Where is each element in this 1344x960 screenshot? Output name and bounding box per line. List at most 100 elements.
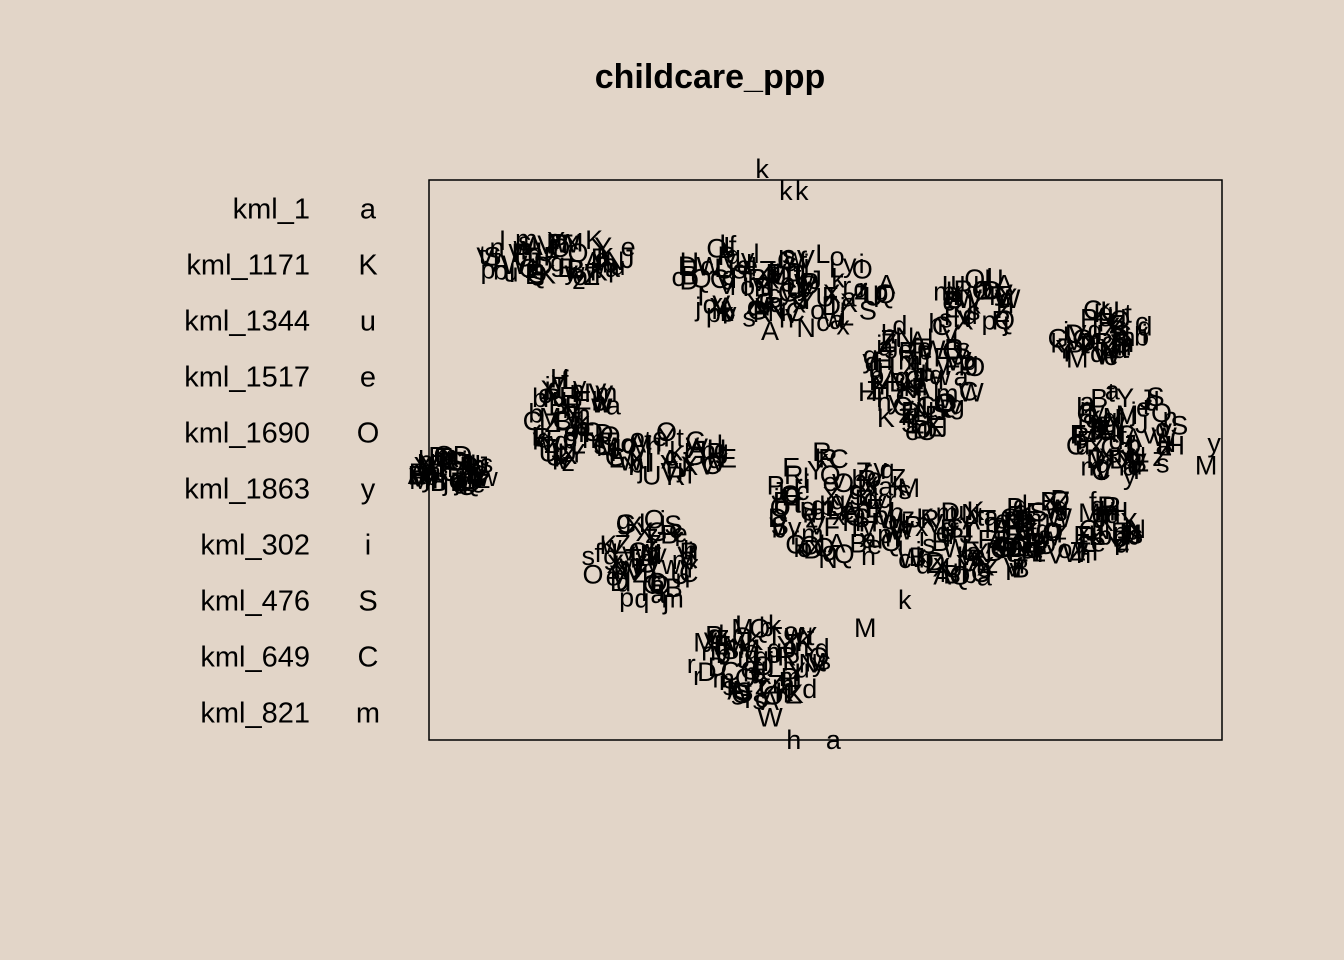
point-label: H [873, 346, 893, 376]
point-label: A [995, 269, 1013, 299]
point-label: z [898, 399, 912, 429]
point-label: D [786, 258, 806, 288]
point-label: D [594, 419, 614, 449]
point-label: J [1087, 443, 1101, 473]
point-label: N [799, 648, 819, 678]
point-label: J [959, 519, 973, 549]
point-label: c [700, 251, 714, 281]
point-label: A [661, 445, 679, 475]
point-label: W [889, 516, 915, 546]
point-label: V [1068, 319, 1086, 349]
point-label: t [479, 240, 487, 270]
point-label: O [549, 233, 570, 263]
point-label: R [818, 443, 838, 473]
point-label: Y [799, 622, 817, 652]
point-label: X [822, 481, 840, 511]
point-label: p [706, 298, 721, 328]
point-label: D [1086, 444, 1106, 474]
point-label: D [940, 497, 960, 527]
point-label: m [898, 345, 921, 375]
legend-symbol: m [355, 697, 381, 730]
point-label: X [1096, 507, 1114, 537]
point-label: h [1076, 539, 1091, 569]
point-label: Z [1054, 486, 1071, 516]
point-label: K [877, 403, 895, 433]
point-label: B [566, 254, 584, 284]
point-label: s [967, 296, 981, 326]
point-label: P [1080, 304, 1098, 334]
point-label: C [679, 558, 699, 588]
point-label: m [1003, 502, 1026, 532]
point-label: V [925, 509, 943, 539]
point-label: D [610, 567, 630, 597]
point-label: p [619, 582, 634, 612]
point-label: Y [660, 450, 678, 480]
point-label: O [770, 261, 791, 291]
point-label: m [801, 519, 824, 549]
point-label: V [1129, 448, 1147, 478]
point-label: X [606, 549, 624, 579]
point-label: J [914, 393, 928, 423]
point-label: U [462, 450, 482, 480]
point-label: j [1130, 397, 1137, 427]
point-label: O [1000, 503, 1021, 533]
point-label: r [1078, 404, 1087, 434]
point-label: S [735, 677, 753, 707]
point-label: Z [758, 255, 775, 285]
point-label: r [842, 271, 851, 301]
point-label: p [877, 519, 892, 549]
point-label: j [1005, 510, 1012, 540]
point-label: j [801, 279, 808, 309]
point-label: f [561, 365, 569, 395]
point-label: m [772, 670, 795, 700]
point-label: p [1008, 531, 1023, 561]
point-label: b [629, 449, 644, 479]
point-label: Y [1104, 407, 1122, 437]
point-label: i [792, 665, 798, 695]
point-label: b [1134, 322, 1149, 352]
point-label: V [537, 230, 555, 260]
point-label: R [459, 452, 479, 482]
point-label: f [572, 402, 580, 432]
point-label: H [842, 507, 862, 537]
point-label: b [613, 551, 628, 581]
point-label: I [697, 282, 705, 312]
legend-label: kml_821 [200, 697, 310, 730]
point-label: P [904, 511, 922, 541]
point-label: W [898, 543, 924, 573]
point-label: f [686, 460, 694, 490]
point-label: G [747, 296, 768, 326]
point-label: c [671, 262, 685, 292]
legend-label: kml_476 [200, 585, 310, 618]
point-label: s [898, 475, 912, 505]
point-label: W [555, 228, 581, 258]
point-label: S [901, 408, 919, 438]
point-label: F [933, 343, 950, 373]
point-label: z [648, 525, 662, 555]
point-label: d [647, 540, 662, 570]
point-label: R [764, 291, 784, 321]
point-label: z [1152, 442, 1166, 472]
point-label: q [721, 266, 736, 296]
point-label: A [908, 326, 926, 356]
point-label: v [788, 512, 802, 542]
point-label: y [843, 249, 857, 279]
point-label: r [880, 455, 889, 485]
point-label: y [573, 371, 587, 401]
point-label: w [590, 389, 611, 419]
point-label: I [1056, 518, 1064, 548]
point-label: h [438, 453, 453, 483]
point-label: z [525, 254, 539, 284]
point-label: B [943, 559, 961, 589]
point-label: i [922, 412, 928, 442]
point-label: O [644, 504, 665, 534]
point-label: W [1047, 503, 1073, 533]
point-label: J [476, 451, 490, 481]
point-label: t [1030, 518, 1038, 548]
point-label: n [772, 256, 787, 286]
legend-symbol: O [356, 417, 380, 450]
point-label: d [709, 620, 724, 650]
point-label: l [751, 253, 757, 283]
point-label: g [1054, 492, 1069, 522]
point-label: G [1100, 433, 1121, 463]
